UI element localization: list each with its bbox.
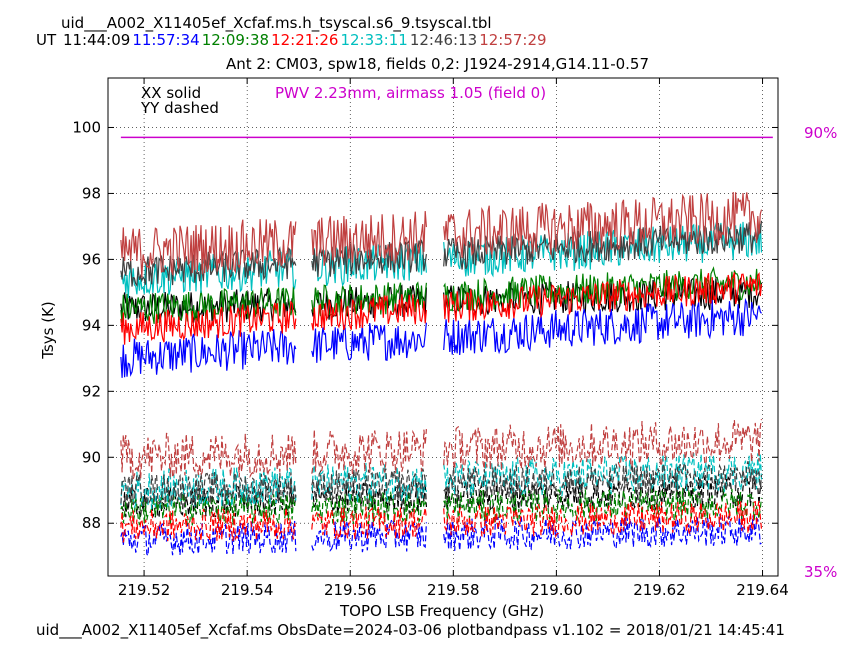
atm-label-top: 90%	[804, 124, 837, 142]
x-tick-label: 219.58	[427, 581, 480, 599]
ut-label: UT	[36, 31, 57, 49]
x-tick-label: 219.54	[221, 581, 274, 599]
ut-time-5: 12:46:13	[409, 31, 478, 49]
ut-times-row: UT 11:44:09 11:57:34 12:09:38 12:21:26 12:33…	[36, 31, 549, 49]
x-tick-label: 219.62	[633, 581, 686, 599]
series-line-3	[120, 272, 763, 345]
y-tick-label: 88	[82, 514, 101, 532]
y-tick-label: 94	[82, 316, 101, 334]
x-tick-label: 219.56	[324, 581, 377, 599]
plot-frame	[107, 77, 779, 577]
series-group	[120, 136, 773, 558]
series-line-2	[120, 266, 763, 324]
x-tick-label: 219.52	[118, 581, 171, 599]
legend-yy: YY dashed	[140, 99, 219, 117]
series-line-6	[120, 191, 763, 278]
chart-subtitle: Ant 2: CM03, spw18, fields 0,2: J1924-29…	[226, 55, 650, 73]
series-line-12	[120, 461, 763, 507]
series-line-1	[120, 297, 762, 378]
ut-time-3: 12:21:26	[271, 31, 339, 49]
x-tick-label: 219.60	[530, 581, 583, 599]
atm-label-bottom: 35%	[804, 563, 837, 581]
ut-time-0: 11:44:09	[62, 31, 131, 49]
file-title: uid___A002_X11405ef_Xcfaf.ms.h_tsyscal.s…	[61, 14, 492, 32]
y-tick-label: 90	[82, 448, 101, 466]
legend-xx: XX solid	[141, 84, 201, 102]
ut-time-6: 12:57:29	[479, 31, 547, 49]
y-axis-label: Tsys (K)	[39, 301, 57, 359]
series-line-13	[120, 419, 763, 480]
y-tick-label: 92	[82, 382, 101, 400]
series-line-10	[120, 500, 763, 543]
x-tick-label: 219.64	[736, 581, 789, 599]
y-tick-label: 98	[82, 184, 101, 202]
y-tick-label: 96	[82, 250, 101, 268]
ut-time-1: 11:57:34	[132, 31, 200, 49]
x-axis-label: TOPO LSB Frequency (GHz)	[340, 602, 545, 620]
pwv-annotation: PWV 2.23mm, airmass 1.05 (field 0)	[275, 84, 546, 102]
y-tick-label: 100	[72, 118, 101, 136]
ut-time-4: 12:33:11	[340, 31, 408, 49]
footer-info: uid___A002_X11405ef_Xcfaf.ms ObsDate=202…	[36, 621, 785, 639]
ut-time-2: 12:09:38	[201, 31, 270, 49]
